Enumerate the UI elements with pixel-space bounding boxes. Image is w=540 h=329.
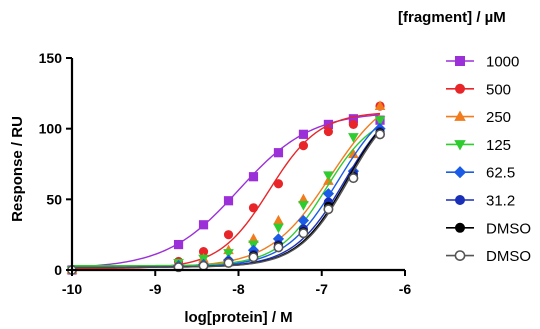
y-tick-label: 150: [39, 50, 63, 66]
legend-marker: [454, 56, 465, 67]
legend-label: 62.5: [486, 165, 515, 182]
x-tick-label: -10: [62, 281, 82, 297]
data-point: [374, 116, 386, 126]
legend-entry: 250: [446, 109, 511, 126]
data-point: [248, 252, 259, 263]
data-point: [223, 230, 234, 240]
data-point: [273, 214, 284, 225]
data-point: [273, 242, 284, 253]
x-tick-label: -8: [232, 281, 245, 297]
x-tick-label: -7: [316, 281, 329, 297]
data-point: [323, 204, 334, 215]
legend-entry: 125: [446, 137, 511, 154]
legend-label: DMSO: [486, 220, 531, 237]
data-point: [348, 133, 359, 143]
legend-label: 125: [486, 137, 511, 154]
data-point: [298, 228, 309, 239]
data-point: [198, 220, 209, 230]
data-point: [248, 203, 259, 213]
x-tick-label: -9: [149, 281, 162, 297]
data-point: [348, 173, 359, 184]
series-7: [67, 129, 386, 275]
data-point: [273, 179, 284, 189]
legend-marker: [454, 194, 465, 205]
data-point: [374, 100, 386, 111]
data-point: [298, 129, 309, 139]
data-point: [348, 119, 358, 130]
data-point: [173, 239, 184, 250]
data-point: [273, 148, 284, 158]
legend-entry: 1000: [446, 54, 519, 71]
legend-entry: 31.2: [446, 193, 515, 210]
legend-marker: [454, 250, 466, 261]
legend-label: 1000: [486, 54, 519, 71]
data-point: [248, 172, 259, 182]
data-point: [323, 126, 334, 137]
legend-label: 500: [486, 81, 511, 98]
legend-marker: [453, 166, 467, 179]
legend-label: 250: [486, 109, 511, 126]
series-1: [67, 101, 385, 275]
y-axis-title: Response / RU: [9, 116, 26, 222]
data-point: [273, 223, 284, 234]
plot-area: [66, 100, 386, 276]
legend-entry: 500: [446, 81, 511, 98]
legend-marker: [454, 140, 466, 151]
series-2: [66, 100, 386, 274]
x-ticks: -10 -9 -8 -7 -6: [62, 270, 412, 297]
y-tick-label: 100: [39, 121, 63, 137]
data-point: [323, 171, 334, 181]
data-point: [298, 201, 309, 211]
legend-title: [fragment] / µM: [398, 9, 506, 26]
data-point: [298, 141, 309, 151]
y-tick-label: 50: [46, 191, 62, 207]
x-axis-title: log[protein] / M: [184, 309, 292, 326]
data-point: [223, 249, 234, 259]
legend-entry: DMSO: [446, 220, 531, 237]
y-tick-label: 0: [54, 262, 62, 278]
legend-entry: DMSO: [446, 248, 531, 265]
x-tick-label: -6: [399, 281, 412, 297]
legend-marker: [454, 83, 465, 94]
y-ticks: 0 50 100 150: [39, 50, 72, 278]
fit-curve: [71, 112, 381, 270]
legend: 1000 500 250 125 62.5 31.2 DMSO DMSO: [446, 54, 531, 265]
data-point: [223, 257, 234, 268]
axes: -10 -9 -8 -7 -6 0 50 100 150: [39, 50, 412, 297]
legend-entry: 62.5: [446, 165, 515, 182]
legend-marker: [454, 110, 466, 121]
legend-marker: [454, 222, 465, 233]
data-point: [198, 260, 209, 271]
legend-label: DMSO: [486, 248, 531, 265]
data-point: [223, 196, 234, 206]
legend-label: 31.2: [486, 193, 515, 210]
data-point: [375, 129, 386, 140]
